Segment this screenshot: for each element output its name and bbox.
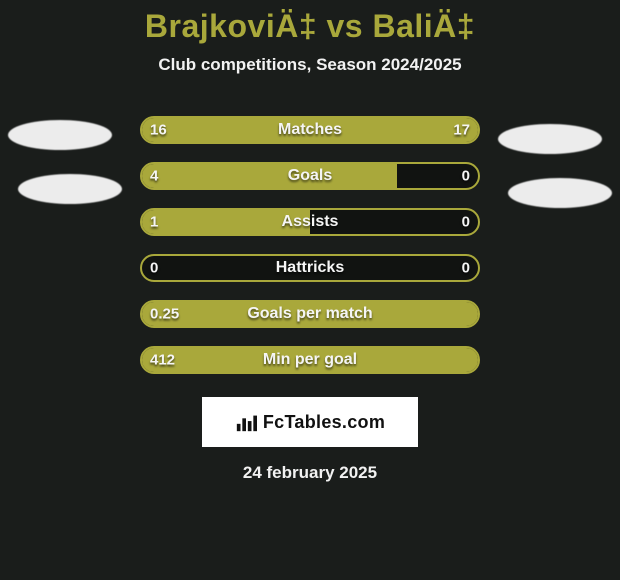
stats-chart: 1617Matches40Goals10Assists00Hattricks0.…	[0, 107, 620, 383]
stat-row: 412Min per goal	[0, 337, 620, 383]
stat-fill-left	[142, 210, 310, 234]
stat-track	[140, 254, 480, 282]
stat-fill-right	[303, 118, 478, 142]
logo-box: FcTables.com	[202, 397, 418, 447]
stat-fill-left	[142, 302, 478, 326]
stat-row: 00Hattricks	[0, 245, 620, 291]
stat-row: 1617Matches	[0, 107, 620, 153]
bars-icon	[235, 411, 257, 433]
stat-fill-left	[142, 118, 303, 142]
stat-track	[140, 300, 480, 328]
page-title: BrajkoviÄ‡ vs BaliÄ‡	[0, 0, 620, 45]
stat-track	[140, 208, 480, 236]
site-logo: FcTables.com	[235, 411, 385, 433]
comparison-infographic: BrajkoviÄ‡ vs BaliÄ‡ Club competitions, …	[0, 0, 620, 580]
stat-row: 10Assists	[0, 199, 620, 245]
stat-row: 0.25Goals per match	[0, 291, 620, 337]
page-subtitle: Club competitions, Season 2024/2025	[0, 55, 620, 75]
stat-fill-left	[142, 164, 397, 188]
stat-fill-left	[142, 348, 478, 372]
footer-date: 24 february 2025	[0, 463, 620, 483]
stat-row: 40Goals	[0, 153, 620, 199]
stat-track	[140, 162, 480, 190]
logo-text: FcTables.com	[263, 412, 385, 433]
stat-track	[140, 116, 480, 144]
stat-track	[140, 346, 480, 374]
